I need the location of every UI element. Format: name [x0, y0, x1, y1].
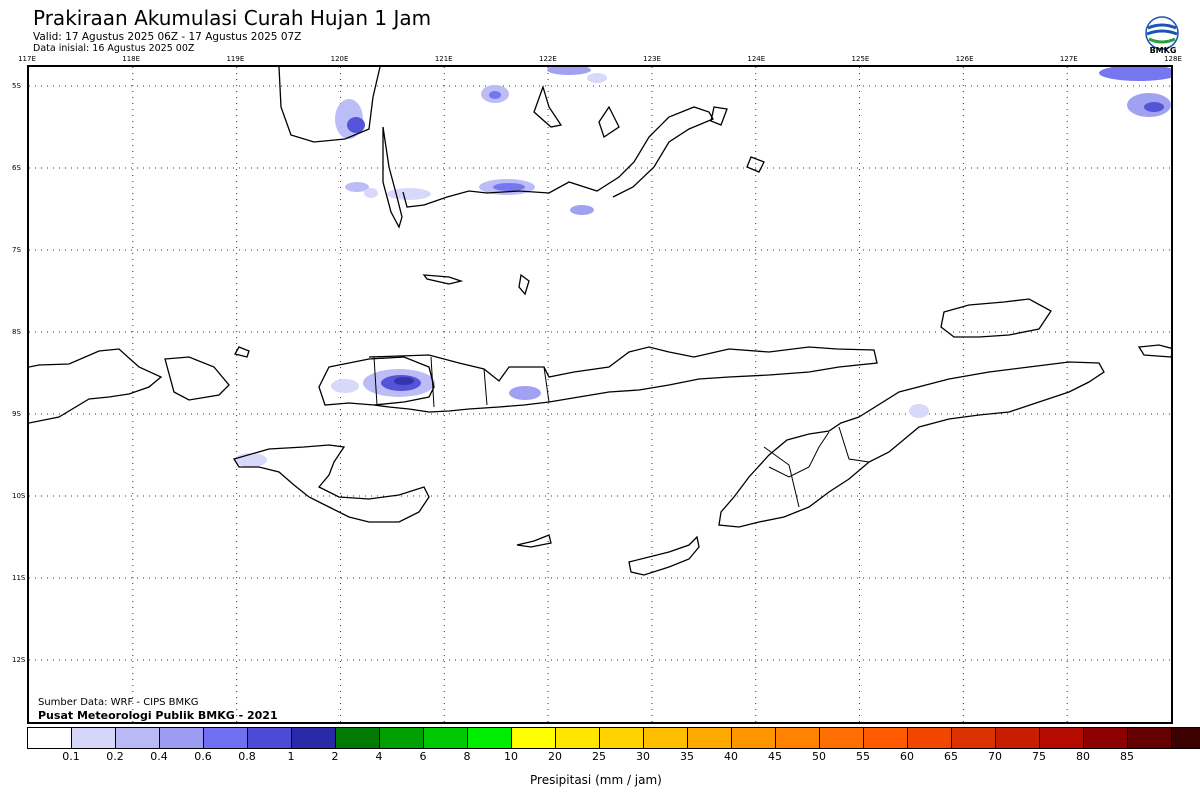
legend-color-swatch	[776, 728, 820, 748]
legend-color-swatch	[600, 728, 644, 748]
legend-color-swatch	[556, 728, 600, 748]
legend-label: 70	[988, 750, 1002, 763]
legend-label: 0.6	[194, 750, 212, 763]
legend-color-swatch	[248, 728, 292, 748]
valid-time: Valid: 17 Agustus 2025 06Z - 17 Agustus …	[33, 31, 302, 43]
legend-label: 25	[592, 750, 606, 763]
legend-label: 85	[1120, 750, 1134, 763]
legend-label: 0.4	[150, 750, 168, 763]
legend-color-swatch	[468, 728, 512, 748]
lat-tick: 11S	[12, 574, 26, 582]
lon-tick: 121E	[434, 55, 453, 63]
rainfall-map	[27, 65, 1179, 724]
legend-color-swatch	[732, 728, 776, 748]
legend-label: 50	[812, 750, 826, 763]
legend-label: 1	[287, 750, 295, 763]
lat-tick: 5S	[12, 82, 21, 90]
lat-tick: 12S	[12, 656, 26, 664]
precipitation-unit: Presipitasi (mm / jam)	[530, 773, 662, 787]
legend-label: 4	[375, 750, 383, 763]
legend-label: 80	[1076, 750, 1090, 763]
legend-color-swatch	[380, 728, 424, 748]
chart-title: Prakiraan Akumulasi Curah Hujan 1 Jam	[33, 6, 432, 30]
lon-tick: 123E	[643, 55, 661, 63]
color-legend-bar	[27, 727, 1200, 749]
legend-label: 0.2	[106, 750, 124, 763]
map-canvas	[28, 65, 1179, 722]
legend-color-swatch	[160, 728, 204, 748]
legend-label: 2	[331, 750, 339, 763]
legend-color-swatch	[1128, 728, 1172, 748]
legend-color-swatch	[952, 728, 996, 748]
legend-label: 10	[504, 750, 518, 763]
legend-color-swatch	[908, 728, 952, 748]
legend-color-swatch	[996, 728, 1040, 748]
precipitation-areas	[235, 65, 1179, 467]
legend-label: 45	[768, 750, 782, 763]
coastlines	[28, 66, 1175, 576]
lat-tick: 8S	[12, 328, 21, 336]
legend-color-swatch	[864, 728, 908, 748]
lon-tick: 119E	[226, 55, 245, 63]
lat-tick: 6S	[12, 164, 21, 172]
legend-label: 8	[463, 750, 471, 763]
legend-label: 65	[944, 750, 958, 763]
legend-color-swatch	[424, 728, 468, 748]
legend-label: 30	[636, 750, 650, 763]
legend-color-swatch	[512, 728, 556, 748]
data-source: Sumber Data: WRF - CIPS BMKG	[38, 697, 199, 708]
lon-tick: 117E	[18, 55, 36, 63]
lon-tick: 128E	[1164, 55, 1182, 63]
regional-borders	[373, 356, 870, 508]
legend-color-swatch	[820, 728, 864, 748]
legend-color-swatch	[116, 728, 160, 748]
lat-tick: 9S	[12, 410, 21, 418]
legend-label: 75	[1032, 750, 1046, 763]
legend-color-swatch	[72, 728, 116, 748]
legend-color-swatch	[1084, 728, 1128, 748]
lon-tick: 122E	[539, 55, 557, 63]
lon-tick: 127E	[1059, 55, 1078, 63]
lon-tick: 126E	[955, 55, 974, 63]
init-time: Data inisial: 16 Agustus 2025 00Z	[33, 43, 195, 54]
legend-label: 0.1	[62, 750, 80, 763]
bmkg-logo-icon	[1145, 16, 1179, 50]
bmkg-logo-text: BMKG	[1149, 46, 1177, 55]
legend-color-swatch	[336, 728, 380, 748]
lon-tick: 125E	[851, 55, 870, 63]
lat-tick: 10S	[12, 492, 26, 500]
legend-label: 35	[680, 750, 694, 763]
legend-color-swatch	[292, 728, 336, 748]
legend-label: 40	[724, 750, 738, 763]
lat-tick: 7S	[12, 246, 21, 254]
legend-color-swatch	[644, 728, 688, 748]
lon-tick: 118E	[122, 55, 141, 63]
lon-tick: 120E	[330, 55, 349, 63]
legend-color-swatch	[1040, 728, 1084, 748]
map-gridlines	[29, 67, 1171, 722]
org-credit: Pusat Meteorologi Publik BMKG - 2021	[38, 709, 278, 722]
legend-color-swatch	[204, 728, 248, 748]
legend-label: 6	[419, 750, 427, 763]
legend-color-swatch	[28, 728, 72, 748]
legend-label: 0.8	[238, 750, 256, 763]
legend-color-swatch	[1172, 728, 1200, 748]
lon-tick: 124E	[747, 55, 766, 63]
legend-color-swatch	[688, 728, 732, 748]
legend-label: 60	[900, 750, 914, 763]
legend-label: 55	[856, 750, 870, 763]
legend-label: 20	[548, 750, 562, 763]
